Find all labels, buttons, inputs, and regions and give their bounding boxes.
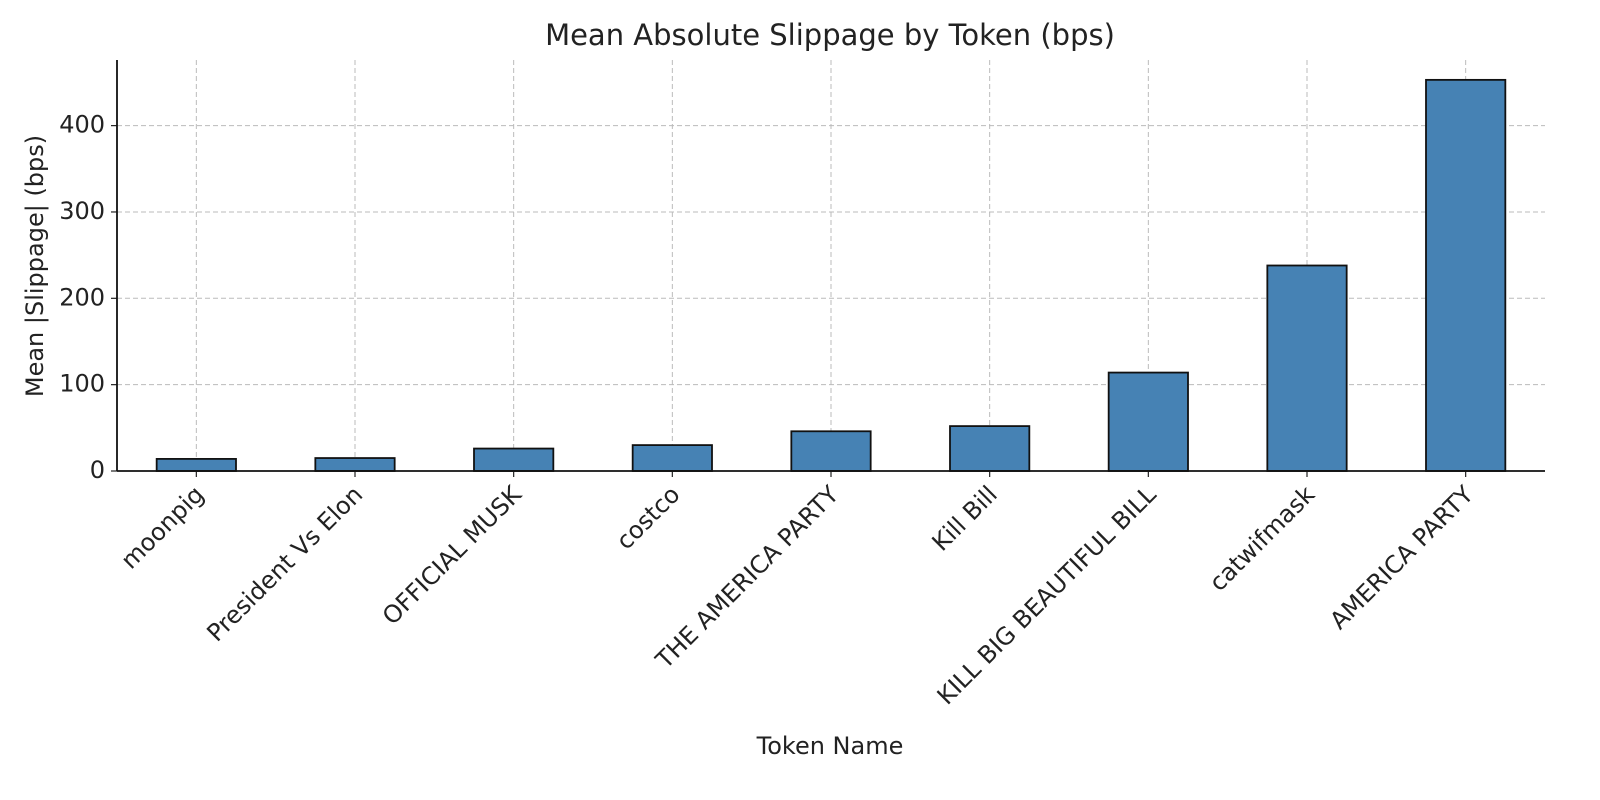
- bar: [949, 425, 1031, 472]
- bar: [790, 430, 872, 472]
- bar: [1107, 371, 1189, 472]
- x-tick-label: Kill Bill: [927, 480, 1003, 556]
- bar: [1425, 78, 1507, 472]
- x-tick-label: costco: [611, 480, 686, 555]
- y-tick-label: 100: [59, 370, 105, 398]
- x-axis-label: Token Name: [756, 732, 904, 760]
- bar: [1266, 264, 1348, 472]
- y-tick-label: 0: [90, 456, 105, 484]
- x-tick-label: OFFICIAL MUSK: [377, 480, 528, 631]
- bar: [631, 444, 713, 472]
- x-tick-label: catwifmask: [1204, 480, 1320, 596]
- chart-title: Mean Absolute Slippage by Token (bps): [545, 18, 1115, 52]
- x-tick-label: moonpig: [115, 480, 209, 574]
- y-tick-label: 400: [59, 111, 105, 139]
- bar: [314, 457, 396, 472]
- x-tick-label: AMERICA PARTY: [1324, 480, 1479, 635]
- y-tick-label: 300: [59, 197, 105, 225]
- y-axis-label: Mean |Slippage| (bps): [21, 135, 49, 397]
- y-tick-label: 200: [59, 283, 105, 311]
- x-tick-label: THE AMERICA PARTY: [650, 480, 845, 675]
- x-tick-label: President Vs Elon: [201, 480, 368, 647]
- bar: [473, 447, 555, 472]
- bar: [155, 458, 237, 472]
